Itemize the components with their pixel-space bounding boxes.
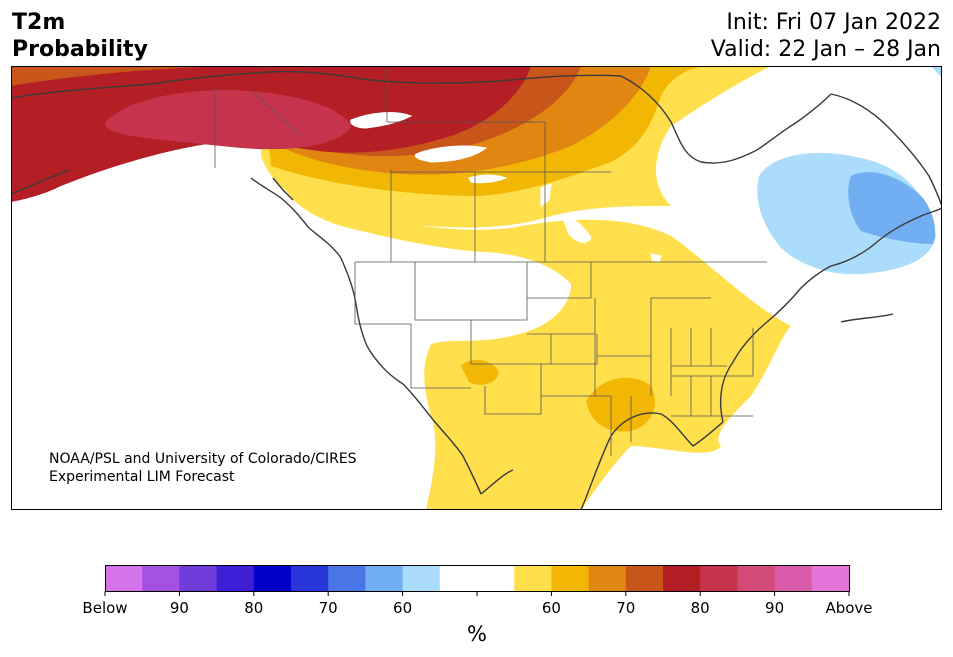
colorbar-cell (811, 565, 850, 591)
colorbar-cell (663, 565, 701, 591)
map-frame (11, 66, 942, 510)
valid-date: Valid: 22 Jan – 28 Jan (710, 37, 941, 62)
colorbar-cell (253, 565, 292, 591)
credit: NOAA/PSL and University of Colorado/CIRE… (49, 450, 357, 486)
variable-title: T2m (12, 10, 66, 35)
region-labrador-70 (848, 172, 936, 244)
colorbar-cell (439, 565, 478, 591)
colorbar-cell (216, 565, 255, 591)
colorbar-tick-label: Above (825, 599, 872, 617)
colorbar-cell (291, 565, 329, 591)
colorbar-tick-label: 60 (542, 599, 561, 617)
lakes (350, 112, 662, 263)
lake-athabasca (468, 174, 508, 184)
colorbar-tick-label: 70 (319, 599, 338, 617)
colorbar-unit: % (467, 622, 487, 646)
lake-manitoba (562, 217, 592, 243)
colorbar-cell (179, 565, 217, 591)
colorbar-tick-label: 80 (691, 599, 710, 617)
probability-shading (11, 66, 942, 510)
colorbar-cell (328, 565, 366, 591)
colorbar-tick-label: 90 (170, 599, 189, 617)
region-southern-us (281, 178, 791, 510)
colorbar-cell (402, 565, 441, 591)
forecast-dates: Init: Fri 07 Jan 2022 Valid: 22 Jan – 28… (711, 9, 941, 63)
credit-line-1: NOAA/PSL and University of Colorado/CIRE… (49, 451, 357, 467)
borders (214, 66, 767, 456)
colorbar-cell (105, 565, 143, 591)
region-gulf-60 (586, 377, 655, 432)
colorbar-cell (625, 565, 664, 591)
colorbar-tick-label: 70 (616, 599, 635, 617)
colorbar-cell (700, 565, 738, 591)
colorbar-cell (477, 565, 515, 591)
colorbar-cell (551, 565, 589, 591)
colorbar-tick-label: 90 (765, 599, 784, 617)
quantity-title: Probability (12, 37, 148, 62)
colorbar-tick-label: Below (82, 599, 127, 617)
map-title: T2m Probability (12, 9, 148, 63)
great-slave-lake (414, 145, 488, 163)
colorbar-cell (774, 565, 813, 591)
colorbar-frame (105, 565, 850, 592)
probability-map (11, 66, 942, 510)
colorbar-cell (588, 565, 627, 591)
region-alaska-90 (105, 90, 351, 150)
colorbar-cells (105, 565, 850, 591)
colorbar-cell (365, 565, 403, 591)
credit-line-2: Experimental LIM Forecast (49, 469, 235, 485)
colorbar-cell (514, 565, 552, 591)
colorbar-cell (142, 565, 180, 591)
coastlines (11, 70, 942, 510)
lake-winnipeg (540, 183, 552, 207)
region-ne-tip (931, 66, 942, 78)
colorbar-cell (737, 565, 775, 591)
colorbar-tick-label: 80 (244, 599, 263, 617)
great-bear-lake (350, 112, 413, 129)
colorbar-tick-label: 60 (393, 599, 412, 617)
region-arizona-60 (461, 359, 499, 385)
colorbar-ticks: Below 90 80 70 60 60 70 80 90 Above (82, 591, 873, 617)
init-date: Init: Fri 07 Jan 2022 (726, 10, 941, 35)
